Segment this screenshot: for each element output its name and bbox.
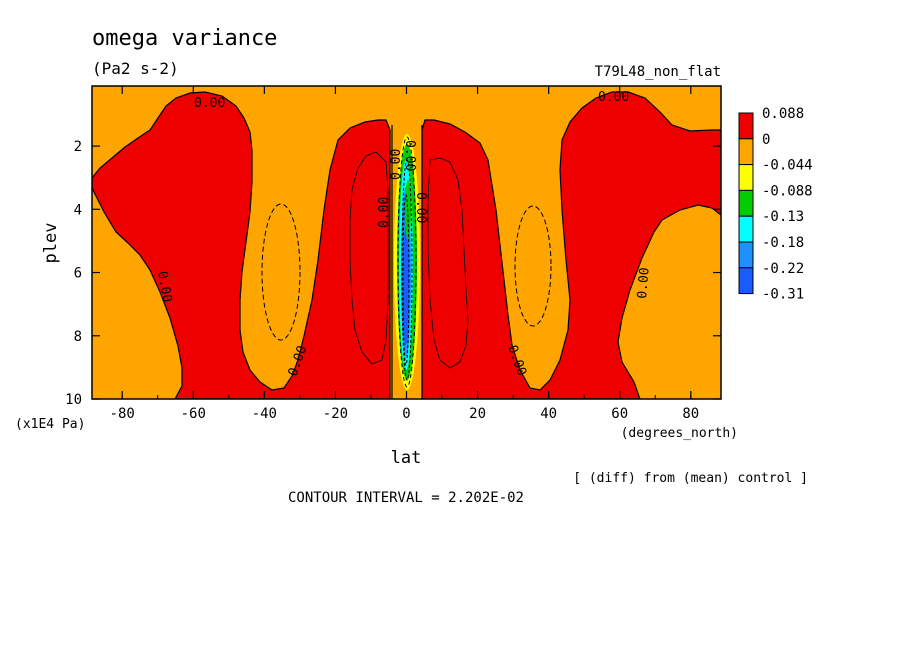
x-axis-label: lat [391,448,422,468]
x-tick-label: 20 [469,406,486,422]
red-region-right [421,91,721,399]
chart-title: omega variance [92,26,277,51]
contour-label: 0.00 [154,270,174,303]
contour-labels: 0.00 0.00 0.00 0.00 0.00 0.00 0.00 0.00 … [154,90,653,378]
dashed-contour-right [514,205,552,327]
contour-interval: CONTOUR INTERVAL = 2.202E-02 [288,490,524,506]
red-region-left [92,91,391,399]
legend-swatch [738,138,754,166]
contour-label: 0.00 [389,149,404,180]
plot-area: 0.00 0.00 0.00 0.00 0.00 0.00 0.00 0.00 … [91,85,722,400]
x-tick-label: 80 [682,406,699,422]
legend-label: -0.044 [762,158,813,174]
contour-thin-right [427,157,469,369]
contour-label: 0.00 [635,267,653,300]
x-tick-label: 0 [402,406,410,422]
x-tick-label: -20 [323,406,348,422]
legend-label: 0 [762,132,770,148]
legend-label: 0.088 [762,106,804,122]
contour-label: 0.00 [194,96,225,111]
x-axis-ticks: -80 -60 -40 -20 0 20 40 60 80 [110,86,699,422]
x-axis-unit: (degrees_north) [621,426,738,441]
y-axis-label: plev [41,223,61,264]
diff-note: [ (diff) from (mean) control ] [573,471,808,486]
x-tick-label: -60 [181,406,206,422]
chart-units: (Pa2 s-2) [92,59,179,78]
x-tick-label: 40 [540,406,557,422]
run-label: T79L48_non_flat [595,64,721,80]
y-tick-label: 6 [74,266,82,282]
y-tick-label: 4 [74,202,82,218]
contour-label: 0.00 [413,192,428,223]
legend-swatch [738,267,754,295]
equatorial-band [391,120,423,399]
legend-swatch [738,112,754,140]
legend-label: -0.31 [762,287,804,303]
legend-swatch [738,164,754,191]
contour-label: 0.00 [598,90,629,105]
legend-swatch [738,241,754,269]
y-tick-label: 10 [65,392,82,408]
legend-swatch [738,215,754,243]
legend-swatch [738,189,754,217]
x-tick-label: 60 [611,406,628,422]
legend-label: -0.088 [762,183,813,199]
x-tick-label: -80 [110,406,135,422]
contour-label: 0.00 [377,197,392,228]
y-tick-label: 8 [74,329,82,345]
y-tick-label: 2 [74,139,82,155]
color-legend: 0.088 0 -0.044 -0.088 -0.13 -0.18 -0.22 -0.31 [738,106,813,303]
contour-label: 0.00 [402,140,417,171]
y-axis-unit: (x1E4 Pa) [15,417,85,432]
x-tick-label: -40 [252,406,277,422]
dashed-contour-left [261,203,301,341]
y-axis-ticks: 2 4 6 8 10 [65,139,721,408]
contour-thin-left [349,151,389,365]
legend-label: -0.22 [762,261,804,277]
legend-label: -0.13 [762,209,804,225]
legend-label: -0.18 [762,235,804,251]
